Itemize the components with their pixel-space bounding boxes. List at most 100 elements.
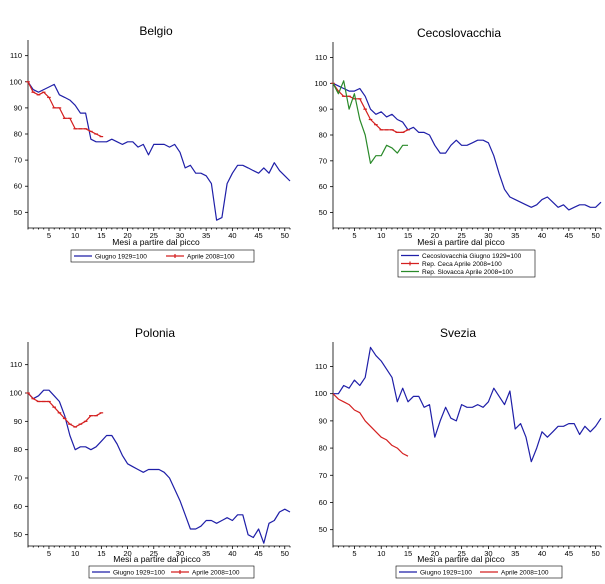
x-tick-label: 25 (457, 549, 465, 558)
legend-box (397, 249, 536, 278)
x-tick-label: 50 (591, 549, 599, 558)
x-axis-label: Mesi a partire dal picco (417, 554, 505, 564)
x-tick-label: 10 (377, 231, 385, 240)
y-tick-label: 60 (319, 182, 327, 191)
y-tick-label: 70 (14, 156, 22, 165)
series-line-2 (27, 81, 102, 138)
legend-label: Rep. Slovacca Aprile 2008=100 (422, 269, 513, 276)
y-tick-label: 80 (14, 445, 22, 454)
x-tick-label: 25 (457, 231, 465, 240)
series-line-2 (332, 393, 409, 457)
y-tick-label: 70 (319, 471, 327, 480)
x-tick-label: 15 (97, 231, 105, 240)
legend-box (395, 565, 563, 579)
y-tick-label: 60 (319, 498, 327, 507)
axis-ticks: 50 60 70 80 90 100 110 5 10 15 20 25 30 35 40 45 50 (314, 342, 602, 558)
legend: Giugno 1929=100 Aprile 2008=100 (70, 249, 255, 263)
legend-label: Aprile 2008=100 (192, 569, 240, 576)
panel-svezia: Svezia 50 60 70 80 90 100 110 5 10 15 20 25 30 35 40 45… (314, 326, 602, 579)
x-tick-label: 30 (484, 231, 492, 240)
x-tick-label: 10 (71, 231, 79, 240)
y-tick-label: 90 (14, 103, 22, 112)
y-tick-label: 110 (10, 51, 22, 60)
y-tick-label: 100 (9, 389, 22, 398)
x-tick-label: 35 (202, 549, 210, 558)
series-line-1 (27, 389, 291, 544)
y-tick-label: 100 (314, 79, 327, 88)
x-tick-label: 50 (591, 231, 599, 240)
x-tick-label: 15 (97, 549, 105, 558)
legend-label: Giugno 1929=100 (113, 569, 165, 576)
y-tick-label: 80 (319, 131, 327, 140)
x-tick-label: 50 (281, 549, 289, 558)
y-tick-label: 70 (319, 156, 327, 165)
x-tick-label: 20 (431, 549, 439, 558)
x-tick-label: 40 (228, 231, 236, 240)
legend-label: Giugno 1929=100 (95, 253, 147, 260)
y-tick-label: 50 (319, 208, 327, 217)
plot-lines (26, 389, 291, 544)
x-tick-label: 45 (254, 549, 262, 558)
y-tick-label: 80 (319, 444, 327, 453)
legend: Giugno 1929=100 Aprile 2008=100 (88, 565, 255, 579)
y-tick-label: 90 (14, 417, 22, 426)
x-tick-label: 35 (511, 549, 519, 558)
y-tick-label: 50 (14, 208, 22, 217)
series-line-3 (332, 80, 408, 164)
x-tick-label: 20 (123, 231, 131, 240)
x-tick-label: 45 (254, 231, 262, 240)
panel-cecoslovacchia: Cecoslovacchia 50 60 70 80 90 100 110 5 10 15 20 25… (314, 26, 602, 278)
panel-belgio: Belgio 50 60 70 80 90 100 110 5 10 15 20 25 30 35 40 45… (9, 24, 291, 263)
y-tick-label: 100 (314, 389, 327, 398)
axis-frame (27, 342, 290, 547)
x-tick-label: 45 (565, 549, 573, 558)
legend: Giugno 1929=100 Aprile 2008=100 (395, 565, 563, 579)
y-tick-label: 110 (10, 360, 22, 369)
x-tick-label: 35 (202, 231, 210, 240)
axis-ticks: 50 60 70 80 90 100 110 5 10 15 20 25 30 35 40 45 50 (9, 342, 291, 558)
legend-box (70, 249, 255, 263)
x-axis-label: Mesi a partire dal picco (417, 237, 505, 247)
x-tick-label: 30 (176, 231, 184, 240)
y-tick-label: 100 (9, 77, 22, 86)
panel-title: Svezia (440, 326, 476, 340)
x-tick-label: 5 (47, 549, 51, 558)
x-tick-label: 10 (377, 549, 385, 558)
x-tick-label: 15 (404, 549, 412, 558)
y-tick-label: 60 (14, 182, 22, 191)
plot-lines (331, 80, 602, 211)
panel-title: Cecoslovacchia (417, 26, 501, 40)
series-line-1 (27, 81, 291, 221)
y-tick-label: 90 (319, 105, 327, 114)
axis-frame (332, 42, 601, 229)
y-tick-label: 80 (14, 130, 22, 139)
legend-label: Aprile 2008=100 (187, 253, 235, 260)
x-tick-label: 40 (538, 231, 546, 240)
x-tick-label: 35 (511, 231, 519, 240)
x-tick-label: 40 (538, 549, 546, 558)
x-tick-label: 5 (47, 231, 51, 240)
plot-lines (26, 81, 291, 221)
x-axis-label: Mesi a partire dal picco (113, 554, 201, 564)
y-tick-label: 50 (319, 525, 327, 534)
x-tick-label: 25 (150, 549, 158, 558)
x-tick-label: 20 (431, 231, 439, 240)
y-tick-label: 70 (14, 474, 22, 483)
panel-title: Polonia (135, 326, 175, 340)
x-axis-label: Mesi a partire dal picco (112, 237, 200, 247)
y-tick-label: 90 (319, 416, 327, 425)
y-tick-label: 110 (315, 362, 327, 371)
x-tick-label: 20 (123, 549, 131, 558)
x-tick-label: 45 (565, 231, 573, 240)
legend-label: Aprile 2008=100 (501, 569, 549, 576)
series-line-1 (332, 82, 602, 211)
axis-ticks: 50 60 70 80 90 100 110 5 10 15 20 25 30 35 40 45 50 (9, 40, 291, 240)
x-tick-label: 50 (281, 231, 289, 240)
panel-title: Belgio (139, 24, 173, 38)
x-tick-label: 15 (404, 231, 412, 240)
panel-polonia: Polonia 50 60 70 80 90 100 110 5 10 15 20 25 30 35 40 4… (9, 326, 291, 579)
x-tick-label: 5 (352, 549, 356, 558)
y-tick-label: 60 (14, 502, 22, 511)
